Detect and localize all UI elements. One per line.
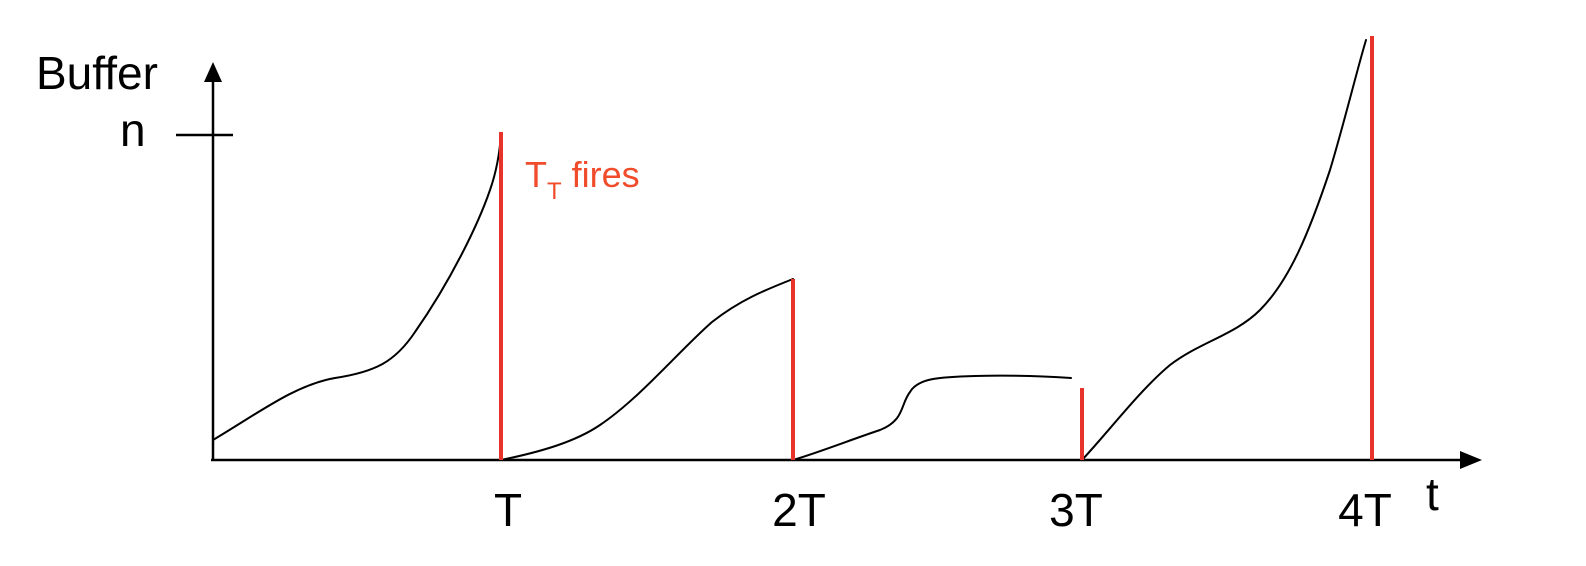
- y-axis-label: Buffer: [36, 47, 158, 99]
- x-tick-label-2T: 2T: [772, 484, 826, 536]
- annotation-subscript: T: [547, 178, 562, 205]
- x-tick-label-T: T: [494, 484, 522, 536]
- buffer-curve-segment-4: [1081, 39, 1367, 461]
- y-tick-label-n: n: [120, 104, 146, 156]
- annotation-main: T: [525, 154, 547, 195]
- x-axis-label: t: [1426, 468, 1439, 520]
- buffer-curves: [212, 39, 1367, 461]
- buffer-curve-segment-1: [212, 132, 502, 441]
- y-axis-arrowhead: [204, 62, 222, 82]
- annotation-tt-fires: TT fires: [525, 154, 640, 205]
- buffer-curve-segment-3: [792, 374, 1072, 461]
- buffer-curve-segment-2: [500, 278, 794, 461]
- axes: [176, 62, 1482, 469]
- annotation-suffix: fires: [562, 154, 640, 195]
- x-tick-label-3T: 3T: [1049, 484, 1103, 536]
- x-tick-label-4T: 4T: [1338, 484, 1392, 536]
- reset-lines: [499, 36, 1374, 460]
- x-axis-arrowhead: [1460, 451, 1482, 469]
